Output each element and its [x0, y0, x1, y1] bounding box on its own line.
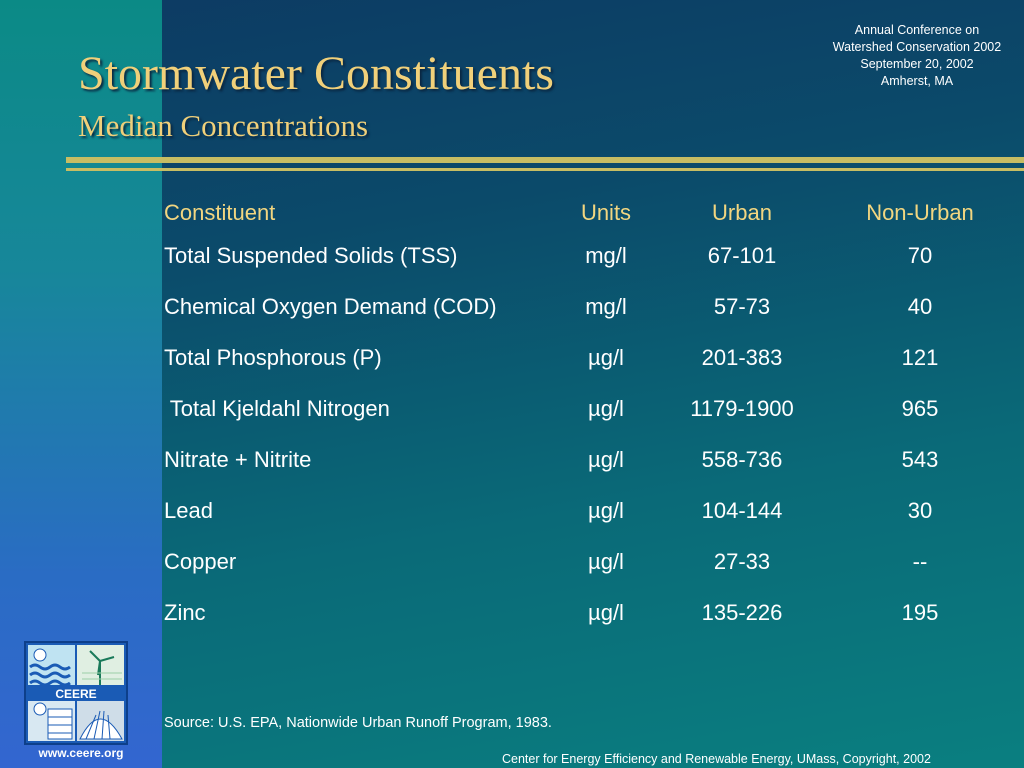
cell-non-urban: 121	[901, 344, 939, 370]
cell-non-urban: 965	[901, 395, 939, 421]
cell-units: µg/l	[588, 395, 624, 421]
table-header: Constituent Units Urban Non-Urban	[164, 196, 1004, 230]
table-row: Zinc µg/l 135-226 195	[164, 587, 1004, 638]
table-row: Lead µg/l 104-144 30	[164, 485, 1004, 536]
conference-info: Annual Conference on Watershed Conservat…	[812, 22, 1022, 90]
table-row: Total Phosphorous (P) µg/l 201-383 121	[164, 332, 1004, 383]
cell-non-urban: 543	[901, 446, 939, 472]
cell-non-urban: 195	[901, 599, 939, 625]
website-link[interactable]: www.ceere.org	[38, 746, 124, 760]
conference-line-3: September 20, 2002	[860, 57, 974, 71]
conference-line-4: Amherst, MA	[880, 74, 954, 88]
logo-text: CEERE	[55, 687, 96, 701]
cell-non-urban: 70	[907, 242, 933, 268]
cell-units: µg/l	[588, 344, 624, 370]
cell-urban: 135-226	[701, 599, 783, 625]
cell-urban: 57-73	[713, 293, 771, 319]
concentrations-table: Constituent Units Urban Non-Urban Total …	[164, 196, 1004, 638]
cell-units: mg/l	[585, 242, 627, 268]
cell-constituent: Total Suspended Solids (TSS)	[164, 242, 458, 268]
conference-line-1: Annual Conference on	[854, 23, 980, 37]
header-units: Units	[580, 200, 632, 225]
header-non-urban: Non-Urban	[866, 200, 974, 225]
slide-subtitle: Median Concentrations	[78, 108, 369, 143]
ceere-logo-graphic: CEERE	[26, 645, 126, 741]
cell-units: µg/l	[588, 497, 624, 523]
cell-urban: 558-736	[701, 446, 783, 472]
cell-urban: 104-144	[701, 497, 783, 523]
table-row: Nitrate + Nitrite µg/l 558-736 543	[164, 434, 1004, 485]
cell-constituent: Copper	[164, 548, 237, 574]
conference-line-2: Watershed Conservation 2002	[832, 40, 1002, 54]
header-urban: Urban	[712, 200, 772, 225]
slide-title: Stormwater Constituents	[78, 47, 554, 100]
cell-units: µg/l	[588, 446, 624, 472]
divider-thin	[66, 168, 1024, 171]
footer-copyright: Center for Energy Efficiency and Renewab…	[502, 752, 931, 766]
ceere-logo: CEERE	[24, 641, 128, 745]
cell-constituent: Lead	[164, 497, 213, 523]
table-row: Copper µg/l 27-33 --	[164, 536, 1004, 587]
cell-urban: 67-101	[707, 242, 777, 268]
cell-non-urban: --	[912, 548, 928, 574]
cell-non-urban: 40	[907, 293, 933, 319]
cell-constituent: Total Kjeldahl Nitrogen	[164, 395, 390, 421]
cell-constituent: Nitrate + Nitrite	[164, 446, 312, 472]
cell-urban: 27-33	[713, 548, 771, 574]
cell-units: mg/l	[585, 293, 627, 319]
cell-units: µg/l	[588, 548, 624, 574]
cell-urban: 201-383	[701, 344, 783, 370]
table-row: Total Suspended Solids (TSS) mg/l 67-101…	[164, 230, 1004, 281]
divider-thick	[66, 157, 1024, 163]
sidebar-band	[0, 0, 162, 768]
cell-non-urban: 30	[907, 497, 933, 523]
table-row: Total Kjeldahl Nitrogen µg/l 1179-1900 9…	[164, 383, 1004, 434]
cell-constituent: Zinc	[164, 599, 206, 625]
source-note: Source: U.S. EPA, Nationwide Urban Runof…	[164, 715, 552, 731]
table-row: Chemical Oxygen Demand (COD) mg/l 57-73 …	[164, 281, 1004, 332]
header-constituent: Constituent	[164, 200, 276, 225]
cell-urban: 1179-1900	[690, 395, 794, 421]
cell-constituent: Total Phosphorous (P)	[164, 344, 382, 370]
cell-constituent: Chemical Oxygen Demand (COD)	[164, 293, 497, 319]
cell-units: µg/l	[588, 599, 624, 625]
